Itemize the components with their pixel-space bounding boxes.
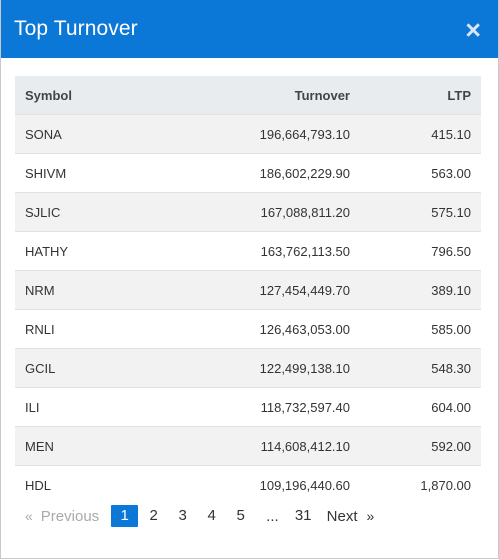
pagination-ellipsis: ... <box>266 507 279 525</box>
table-row[interactable]: NRM 127,454,449.70 389.10 <box>15 270 481 310</box>
table-row[interactable]: HDL 109,196,440.60 1,870.00 <box>15 465 481 504</box>
ltp-cell: 796.50 <box>360 231 481 271</box>
table-row[interactable]: SHIVM 186,602,229.90 563.00 <box>15 153 481 193</box>
symbol-cell: ILI <box>15 387 155 427</box>
next-arrow-icon[interactable]: » <box>366 508 375 524</box>
table-header-row: Symbol Turnover LTP <box>15 76 481 115</box>
next-page-button[interactable]: Next <box>326 507 358 525</box>
symbol-cell: HATHY <box>15 231 155 271</box>
table-row[interactable]: RNLI 126,463,053.00 585.00 <box>15 309 481 349</box>
ltp-cell: 1,870.00 <box>360 465 481 504</box>
turnover-cell: 167,088,811.20 <box>155 192 360 232</box>
ltp-cell: 592.00 <box>360 426 481 466</box>
table-row[interactable]: ILI 118,732,597.40 604.00 <box>15 387 481 427</box>
column-header-symbol[interactable]: Symbol <box>25 87 72 103</box>
symbol-cell: SJLIC <box>15 192 155 232</box>
table-row[interactable]: GCIL 122,499,138.10 548.30 <box>15 348 481 388</box>
column-header-turnover[interactable]: Turnover <box>294 87 350 103</box>
turnover-cell: 118,732,597.40 <box>155 387 360 427</box>
symbol-cell: NRM <box>15 270 155 310</box>
close-icon[interactable]: × <box>465 14 481 45</box>
turnover-cell: 122,499,138.10 <box>155 348 360 388</box>
page-button-5[interactable]: 5 <box>236 507 245 524</box>
turnover-cell: 186,602,229.90 <box>155 153 360 193</box>
turnover-cell: 127,454,449.70 <box>155 270 360 310</box>
modal-title: Top Turnover <box>14 17 138 40</box>
previous-page-button[interactable]: Previous <box>40 507 100 525</box>
page-button-4[interactable]: 4 <box>207 507 216 524</box>
table-row[interactable]: MEN 114,608,412.10 592.00 <box>15 426 481 466</box>
ltp-cell: 575.10 <box>360 192 481 232</box>
symbol-cell: SONA <box>15 114 155 154</box>
column-header-ltp[interactable]: LTP <box>447 87 471 103</box>
symbol-cell: HDL <box>15 465 155 504</box>
turnover-cell: 196,664,793.10 <box>155 114 360 154</box>
page-button-3[interactable]: 3 <box>178 507 187 524</box>
symbol-cell: SHIVM <box>15 153 155 193</box>
symbol-cell: MEN <box>15 426 155 466</box>
turnover-cell: 126,463,053.00 <box>155 309 360 349</box>
turnover-cell: 109,196,440.60 <box>155 465 360 504</box>
symbol-cell: RNLI <box>15 309 155 349</box>
table-row[interactable]: SONA 196,664,793.10 415.10 <box>15 114 481 154</box>
modal-body: Symbol Turnover LTP SONA 196,664,793.10 … <box>1 58 498 504</box>
table-row[interactable]: HATHY 163,762,113.50 796.50 <box>15 231 481 271</box>
page-button-1[interactable]: 1 <box>111 505 139 527</box>
ltp-cell: 563.00 <box>360 153 481 193</box>
ltp-cell: 415.10 <box>360 114 481 154</box>
page-button-last[interactable]: 31 <box>294 507 312 524</box>
previous-arrow-icon: « <box>25 508 33 524</box>
table-row[interactable]: SJLIC 167,088,811.20 575.10 <box>15 192 481 232</box>
ltp-cell: 585.00 <box>360 309 481 349</box>
turnover-table: Symbol Turnover LTP SONA 196,664,793.10 … <box>15 76 481 504</box>
page-button-2[interactable]: 2 <box>149 507 158 524</box>
modal-header: Top Turnover × <box>1 0 498 58</box>
ltp-cell: 548.30 <box>360 348 481 388</box>
turnover-cell: 163,762,113.50 <box>155 231 360 271</box>
symbol-cell: GCIL <box>15 348 155 388</box>
ltp-cell: 604.00 <box>360 387 481 427</box>
ltp-cell: 389.10 <box>360 270 481 310</box>
turnover-cell: 114,608,412.10 <box>155 426 360 466</box>
pagination: « Previous 1 2 3 4 5 ... 31 Next » <box>25 505 374 527</box>
